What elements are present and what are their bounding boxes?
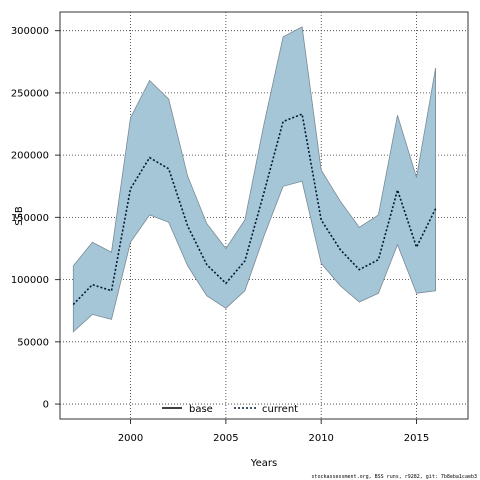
y-tick-label-100000: 100000 xyxy=(11,275,49,286)
series-line-current xyxy=(72,113,437,306)
x-axis-label: Years xyxy=(250,458,277,469)
y-tick-label-300000: 300000 xyxy=(11,26,49,37)
y-tick-label-150000: 150000 xyxy=(11,213,49,224)
y-tick-label-250000: 250000 xyxy=(11,88,49,99)
x-axis-ticks: 2000 2005 2010 2015 xyxy=(118,419,429,444)
legend: base current xyxy=(162,404,298,415)
y-axis-label: SSB xyxy=(14,206,25,226)
y-tick-label-0: 0 xyxy=(43,400,49,411)
x-tick-label-2000: 2000 xyxy=(118,433,143,444)
legend-label-base: base xyxy=(189,404,213,415)
legend-label-current: current xyxy=(262,404,298,415)
x-tick-label-2015: 2015 xyxy=(404,433,429,444)
plot-frame xyxy=(59,11,469,420)
y-axis-ticks: 0 50000 100000 150000 200000 250000 300000 xyxy=(11,26,60,411)
y-tick-label-200000: 200000 xyxy=(11,151,49,162)
x-tick-label-2010: 2010 xyxy=(308,433,333,444)
y-tick-label-50000: 50000 xyxy=(17,337,49,348)
x-tick-label-2005: 2005 xyxy=(213,433,238,444)
footnote: stockassessment.org, BSS runs, r9282, gi… xyxy=(311,474,477,480)
confidence-band xyxy=(72,26,436,333)
